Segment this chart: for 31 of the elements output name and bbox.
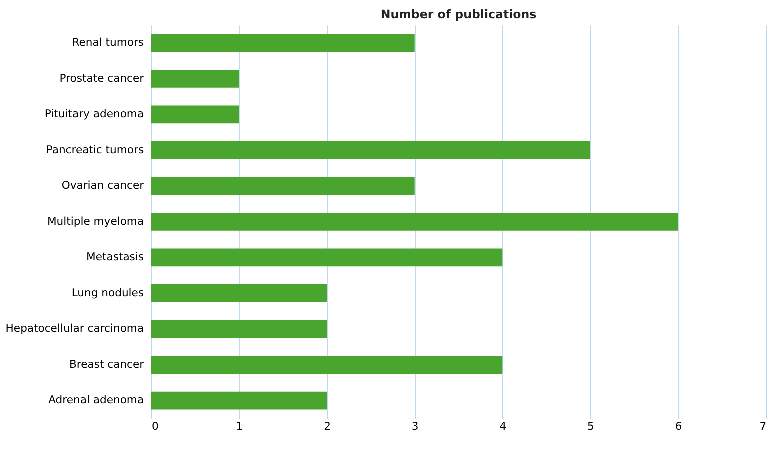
y-tick-label: Adrenal adenoma (48, 394, 144, 407)
y-tick-label: Multiple myeloma (47, 214, 144, 228)
y-tick-label: Pituitary adenoma (44, 108, 144, 121)
bar (151, 248, 503, 267)
bar (151, 34, 415, 52)
bar (151, 284, 328, 302)
bar (151, 106, 240, 124)
bar (151, 392, 328, 410)
x-tick-label: 7 (760, 420, 767, 433)
x-tick-label: 6 (675, 420, 682, 433)
x-tick-label: 0 (152, 420, 159, 433)
x-tick-label: 3 (412, 420, 419, 433)
y-tick-label: Breast cancer (69, 358, 145, 371)
x-tick-label: 2 (324, 420, 331, 433)
y-tick-label: Pancreatic tumors (46, 143, 144, 156)
bar (151, 70, 240, 88)
x-tick-label: 5 (588, 420, 594, 433)
bar (151, 320, 328, 338)
x-tick-label: 1 (236, 420, 244, 433)
bar (151, 142, 590, 160)
y-tick-label: Lung nodules (72, 286, 144, 300)
y-tick-label: Prostate cancer (60, 72, 145, 85)
bar (151, 177, 415, 196)
bar (151, 356, 503, 374)
y-tick-label: Ovarian cancer (62, 179, 145, 192)
y-tick-label: Hepatocellular carcinoma (6, 322, 144, 336)
x-tick-label: 4 (500, 420, 507, 433)
chart-title: Number of publications (380, 7, 537, 22)
bar (151, 213, 678, 231)
y-tick-label: Renal tumors (72, 36, 144, 50)
y-tick-label: Metastasis (86, 250, 144, 264)
